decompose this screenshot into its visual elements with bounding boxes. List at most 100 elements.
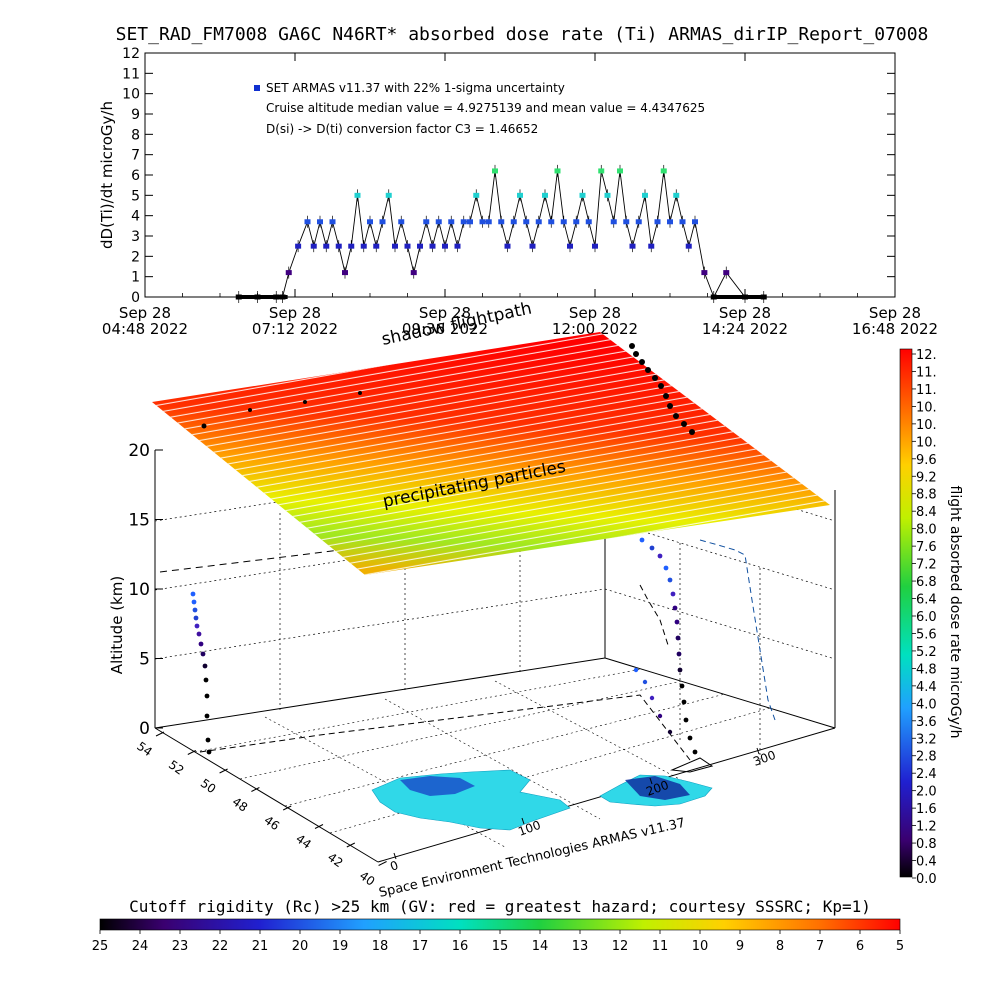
descent-wall-track <box>639 584 669 646</box>
zero-point <box>730 295 735 299</box>
zero-point <box>261 295 266 299</box>
cutoff-rigidity-colorbar-bar <box>99 918 901 931</box>
dose-colorbar-tick-label: 6.8 <box>916 575 937 590</box>
z-tick-label: 15 <box>128 511 150 531</box>
dose-rate-point <box>310 243 317 249</box>
dose-rate-point <box>660 168 667 174</box>
legend-cruise-stats: Cruise altitude median value = 4.9275139… <box>266 101 705 115</box>
x-tick-label-time: 07:12 2022 <box>252 320 338 338</box>
rigidity-colorbar-tick-label: 21 <box>252 939 269 954</box>
zero-point <box>711 295 716 299</box>
dose-rate-point <box>629 243 636 249</box>
dose-rate-colorbar-ticks: 12. 11. 11. 10. 10. 10. 9.6 9.2 8.8 8.4 8.0 7.6 7.2 6… <box>912 348 937 887</box>
dose-rate-point <box>429 243 436 249</box>
dose-rate-point <box>610 219 617 225</box>
dose-colorbar-tick-label: 10. <box>916 418 937 433</box>
dose-rate-point <box>295 243 302 249</box>
y-tick-label: 3 <box>131 229 140 245</box>
dose-colorbar-tick-label: 0.0 <box>916 872 937 887</box>
zero-point <box>727 295 732 299</box>
dose-rate-point <box>510 219 517 225</box>
lon-tick-mark <box>756 747 760 755</box>
dose-rate-point <box>623 219 630 225</box>
dose-rate-colorbar-label: flight absorbed dose rate microGy/h <box>947 486 963 739</box>
x-tick-label-time: 12:00 2022 <box>552 320 638 338</box>
x-tick-label-date: Sep 28 <box>119 304 171 322</box>
y-tick-label: 2 <box>131 249 140 265</box>
dose-rate-point <box>435 219 442 225</box>
zero-point <box>749 295 754 299</box>
rigidity-colorbar-tick-label: 16 <box>452 939 469 954</box>
y-tick-label: 12 <box>122 46 140 62</box>
altitude-axis: 0 5 10 15 20 <box>128 441 163 739</box>
dose-colorbar-tick-label: 2.0 <box>916 785 937 800</box>
dose-colorbar-tick-label: 10. <box>916 400 937 415</box>
dose-rate-point <box>598 168 605 174</box>
cutoff-rigidity-colorbar-label: Cutoff rigidity (Rc) >25 km (GV: red = g… <box>129 897 871 916</box>
y-tick-label: 10 <box>122 87 140 103</box>
dose-rate-point <box>454 243 461 249</box>
dose-rate-point <box>498 219 505 225</box>
rigidity-colorbar-tick-label: 22 <box>212 939 229 954</box>
rigidity-colorbar-tick-label: 17 <box>412 939 429 954</box>
dose-rate-colorbar: 12. 11. 11. 10. 10. 10. 9.6 9.2 8.8 8.4 8.0 7.6 7.2 6… <box>899 348 963 887</box>
lat-tick-mark <box>282 805 292 811</box>
x-tick-label-date: Sep 28 <box>269 304 321 322</box>
dose-rate-point <box>535 219 542 225</box>
zero-point <box>714 295 719 299</box>
chart-title: SET_RAD_FM7008 GA6C N46RT* absorbed dose… <box>116 24 929 45</box>
dose-rate-point <box>529 243 536 249</box>
rigidity-colorbar-tick-label: 15 <box>492 939 509 954</box>
flightpath-top-track <box>201 343 695 435</box>
x-tick-label-time: 14:24 2022 <box>702 320 788 338</box>
dose-colorbar-tick-label: 1.6 <box>916 802 937 817</box>
dose-rate-point <box>523 219 530 225</box>
dose-rate-point <box>442 243 448 249</box>
dose-colorbar-tick-label: 4.8 <box>916 662 937 677</box>
dose-colorbar-tick-label: 4.0 <box>916 697 937 712</box>
y-tick-label: 6 <box>131 168 140 184</box>
zero-point <box>258 295 263 299</box>
dose-rate-point <box>373 243 380 249</box>
dose-colorbar-tick-label: 1.2 <box>916 820 937 835</box>
dose-rate-point <box>560 219 567 225</box>
zero-point <box>246 295 251 299</box>
rigidity-colorbar-tick-label: 5 <box>896 939 904 954</box>
y-tick-label: 5 <box>131 188 140 204</box>
dose-colorbar-tick-label: 5.2 <box>916 645 937 660</box>
lat-tick-mark <box>346 842 356 848</box>
dose-rate-point <box>642 192 648 198</box>
lat-tick-label: 50 <box>198 776 219 796</box>
lon-tick-mark <box>649 777 653 785</box>
latitude-axis: 54 52 50 48 46 44 42 40 <box>134 731 387 889</box>
dose-rate-point <box>392 243 398 249</box>
zero-point <box>746 295 751 299</box>
rigidity-patch-east <box>625 776 690 800</box>
x-tick-label-date: Sep 28 <box>569 304 621 322</box>
flightpath-3d-chart: shadow flightpath precipitating particle… <box>108 299 836 901</box>
rigidity-patch-west <box>400 776 475 796</box>
dose-colorbar-tick-label: 7.6 <box>916 540 937 555</box>
zero-point <box>264 295 269 299</box>
dose-rate-point <box>592 243 598 249</box>
dose-colorbar-tick-label: 4.4 <box>916 680 937 695</box>
dose-rate-point <box>485 219 492 225</box>
dose-colorbar-tick-label: 10. <box>916 435 937 450</box>
y-tick-label: 7 <box>131 148 140 164</box>
zero-point <box>283 295 288 299</box>
zero-point <box>718 295 722 299</box>
zero-point <box>271 295 276 299</box>
dose-rate-point <box>654 219 661 225</box>
dose-rate-point <box>492 168 498 174</box>
dose-colorbar-tick-label: 8.4 <box>916 505 937 520</box>
dose-rate-point <box>410 270 417 276</box>
dose-rate-point <box>548 219 555 225</box>
zero-point <box>243 295 247 299</box>
dose-rate-point <box>648 243 655 249</box>
land-mass-west <box>371 769 571 831</box>
dose-colorbar-tick-label: 5.6 <box>916 627 937 642</box>
particle-plane-lines <box>152 332 830 575</box>
dose-rate-point <box>567 243 573 249</box>
